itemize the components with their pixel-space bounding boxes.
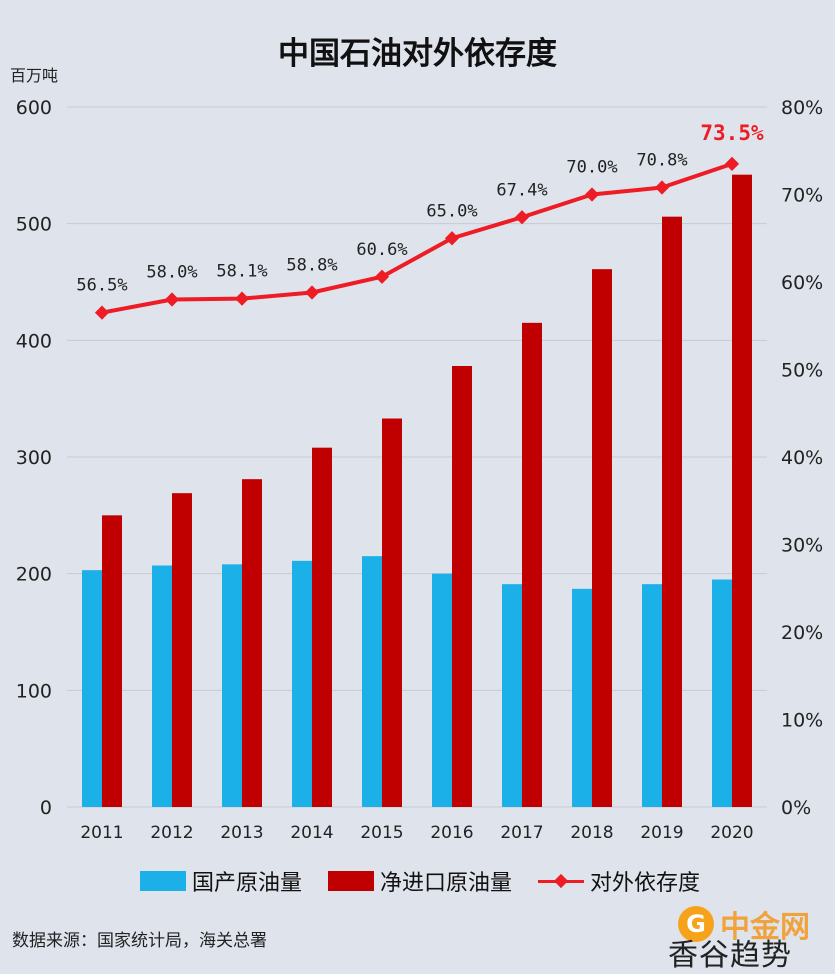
bar-import xyxy=(732,174,752,807)
x-tick-label: 2020 xyxy=(710,823,753,843)
left-tick-label: 300 xyxy=(16,447,52,469)
dependency-data-label: 58.0% xyxy=(146,263,197,283)
right-tick-label: 80% xyxy=(781,97,823,119)
source-note: 数据来源：国家统计局，海关总署 xyxy=(12,931,267,951)
x-tick-label: 2014 xyxy=(290,823,333,843)
legend-item-domestic: 国产原油量 xyxy=(140,865,302,897)
bar-domestic xyxy=(502,584,522,807)
y-axis-unit: 百万吨 xyxy=(10,66,59,85)
dependency-data-label: 67.4% xyxy=(496,180,547,200)
legend-swatch-dependency xyxy=(538,879,585,883)
legend-swatch-import xyxy=(328,871,375,891)
x-tick-label: 2013 xyxy=(220,823,263,843)
bar-domestic xyxy=(362,556,382,807)
dependency-point xyxy=(304,285,320,300)
dependency-data-label: 73.5% xyxy=(700,121,764,145)
legend-item-import: 净进口原油量 xyxy=(328,865,512,897)
bar-domestic xyxy=(642,584,662,807)
left-tick-label: 500 xyxy=(16,214,52,236)
x-tick-label: 2016 xyxy=(430,823,473,843)
dependency-data-label: 60.6% xyxy=(356,240,407,260)
legend-item-dependency: 对外依存度 xyxy=(538,865,700,897)
right-tick-label: 60% xyxy=(781,272,823,294)
bar-domestic xyxy=(292,560,312,807)
bar-import xyxy=(242,479,262,807)
legend-swatch-domestic xyxy=(140,871,186,891)
legend: 国产原油量 净进口原油量 对外依存度 xyxy=(140,866,726,896)
dependency-data-label: 65.0% xyxy=(426,201,477,221)
watermark-logo: G 中金网 香谷趋势 xyxy=(652,900,827,973)
dependency-data-label: 58.8% xyxy=(286,256,337,276)
x-tick-label: 2015 xyxy=(360,823,403,843)
bar-domestic xyxy=(82,570,102,807)
bar-import xyxy=(172,493,192,807)
bar-import xyxy=(312,447,332,807)
x-tick-label: 2011 xyxy=(80,823,123,843)
bar-import xyxy=(382,418,402,807)
x-tick-label: 2018 xyxy=(570,823,613,843)
right-tick-label: 10% xyxy=(781,710,823,732)
left-tick-label: 400 xyxy=(16,330,52,352)
right-tick-label: 40% xyxy=(781,447,823,469)
chart-title: 中国石油对外依存度 xyxy=(278,36,557,72)
dependency-point xyxy=(94,305,110,320)
bar-import xyxy=(102,515,122,807)
left-tick-label: 600 xyxy=(16,97,52,119)
dependency-point xyxy=(164,292,180,307)
bar-import xyxy=(522,322,542,807)
bar-domestic xyxy=(222,564,242,807)
bar-import xyxy=(592,269,612,808)
dependency-data-label: 70.0% xyxy=(566,158,617,178)
bar-import xyxy=(452,366,472,807)
logo-icon: G xyxy=(678,906,714,942)
dependency-point xyxy=(724,156,740,171)
dependency-point xyxy=(584,187,600,202)
dependency-line xyxy=(101,161,733,315)
x-tick-label: 2019 xyxy=(640,823,683,843)
logo-brand: 中金网 xyxy=(720,910,810,945)
x-tick-label: 2017 xyxy=(500,823,543,843)
dependency-data-label: 56.5% xyxy=(76,276,127,296)
dependency-data-label: 58.1% xyxy=(216,262,267,282)
left-tick-label: 200 xyxy=(16,564,52,586)
left-tick-label: 0 xyxy=(40,797,52,819)
bar-domestic xyxy=(152,565,172,807)
bar-import xyxy=(662,216,682,807)
dependency-point xyxy=(374,269,390,284)
legend-label-domestic: 国产原油量 xyxy=(192,871,303,896)
left-tick-label: 100 xyxy=(16,680,52,702)
dependency-data-label: 70.8% xyxy=(636,151,687,171)
legend-label-import: 净进口原油量 xyxy=(380,871,513,896)
right-tick-label: 50% xyxy=(781,360,823,382)
bar-domestic xyxy=(712,579,732,807)
bar-domestic xyxy=(432,573,452,807)
logo-name: 香谷趋势 xyxy=(668,938,792,973)
legend-label-dependency: 对外依存度 xyxy=(590,871,701,896)
right-tick-label: 30% xyxy=(781,535,823,557)
dependency-point xyxy=(444,231,460,246)
dependency-point xyxy=(514,210,530,225)
x-tick-label: 2012 xyxy=(150,823,193,843)
dependency-point xyxy=(654,180,670,195)
right-tick-label: 20% xyxy=(781,622,823,644)
bar-domestic xyxy=(572,588,592,807)
right-tick-label: 70% xyxy=(781,185,823,207)
right-tick-label: 0% xyxy=(781,797,811,819)
dependency-point xyxy=(234,291,250,306)
